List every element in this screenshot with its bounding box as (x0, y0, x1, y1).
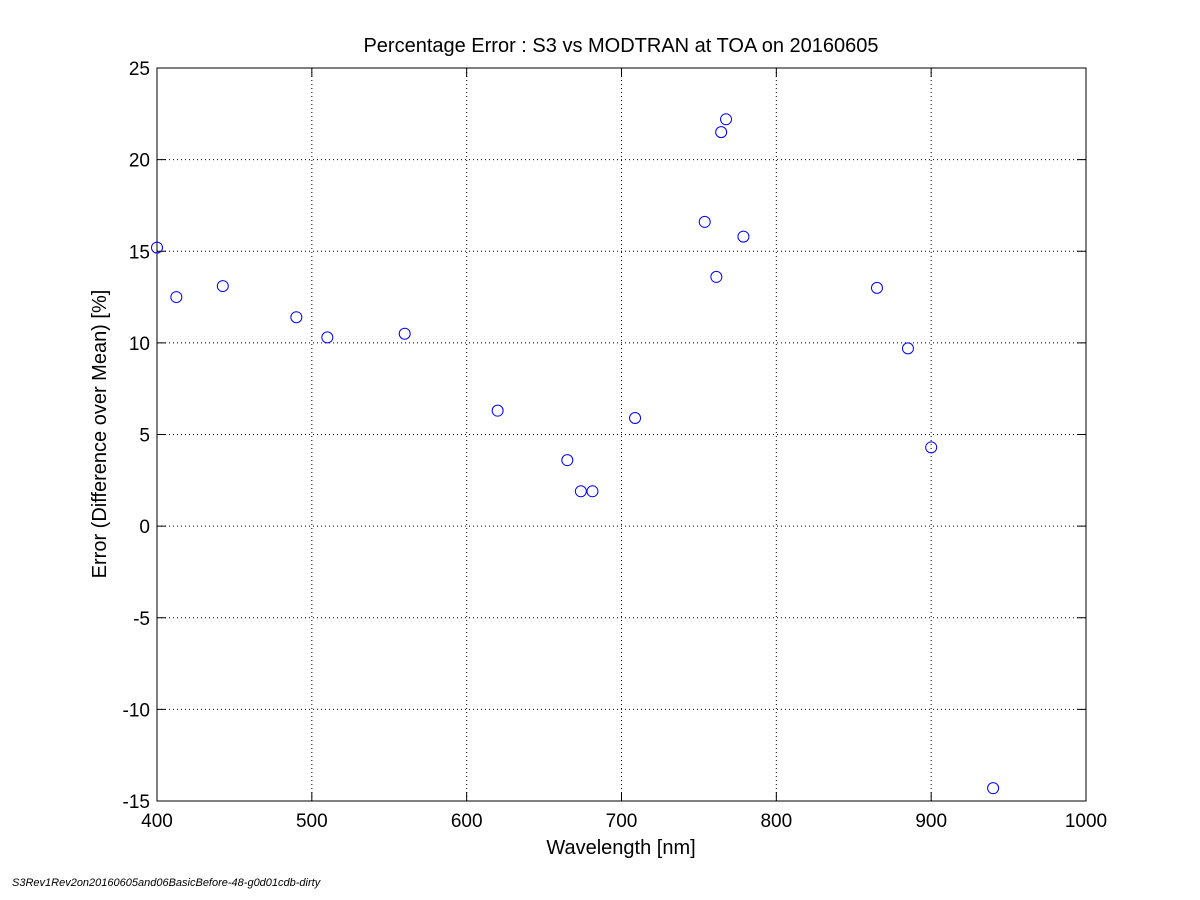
data-point (710, 270, 723, 283)
data-point (925, 441, 938, 454)
data-point (987, 782, 1000, 795)
y-tick-label: 10 (129, 334, 150, 355)
data-point (216, 280, 229, 293)
data-point (586, 485, 599, 498)
chart-title: Percentage Error : S3 vs MODTRAN at TOA … (363, 35, 878, 57)
data-point (698, 215, 711, 228)
data-point (715, 126, 728, 139)
x-tick-label: 400 (141, 811, 173, 832)
y-tick-label: 5 (139, 426, 150, 447)
data-point (870, 281, 883, 294)
grid-lines (157, 68, 1086, 801)
x-tick-label: 500 (296, 811, 328, 832)
data-point (901, 342, 914, 355)
x-axis-title: Wavelength [nm] (546, 837, 695, 859)
data-point (321, 331, 334, 344)
x-tick-label: 600 (451, 811, 483, 832)
y-axis-title: Error (Difference over Mean) [%] (89, 290, 111, 579)
data-point (290, 311, 303, 324)
y-tick-label: 20 (129, 151, 150, 172)
data-point (170, 291, 183, 304)
x-tick-label: 800 (760, 811, 792, 832)
y-tick-label: 0 (139, 517, 150, 538)
x-tick-label: 700 (606, 811, 638, 832)
data-point (629, 412, 642, 425)
y-tick-label: 25 (129, 59, 150, 80)
x-tick-label: 900 (915, 811, 947, 832)
data-points (151, 113, 1000, 795)
data-point (574, 485, 587, 498)
data-point (398, 327, 411, 340)
footnote: S3Rev1Rev2on20160605and06BasicBefore-48-… (12, 877, 321, 889)
x-tick-label: 1000 (1065, 811, 1107, 832)
y-tick-label: 15 (129, 242, 150, 263)
y-tick-label: -10 (123, 700, 150, 721)
data-point (151, 241, 163, 254)
y-tick-label: -15 (123, 792, 150, 813)
y-tick-label: -5 (133, 609, 150, 630)
data-point (737, 230, 750, 243)
data-point (491, 404, 504, 417)
data-point (720, 113, 733, 126)
data-point (561, 454, 574, 467)
tick-labels: 400 500 600 700 800 900 1000 -15 -10 -5 0 5 10 15 20 25 (123, 59, 1108, 832)
axes (156, 67, 1087, 802)
